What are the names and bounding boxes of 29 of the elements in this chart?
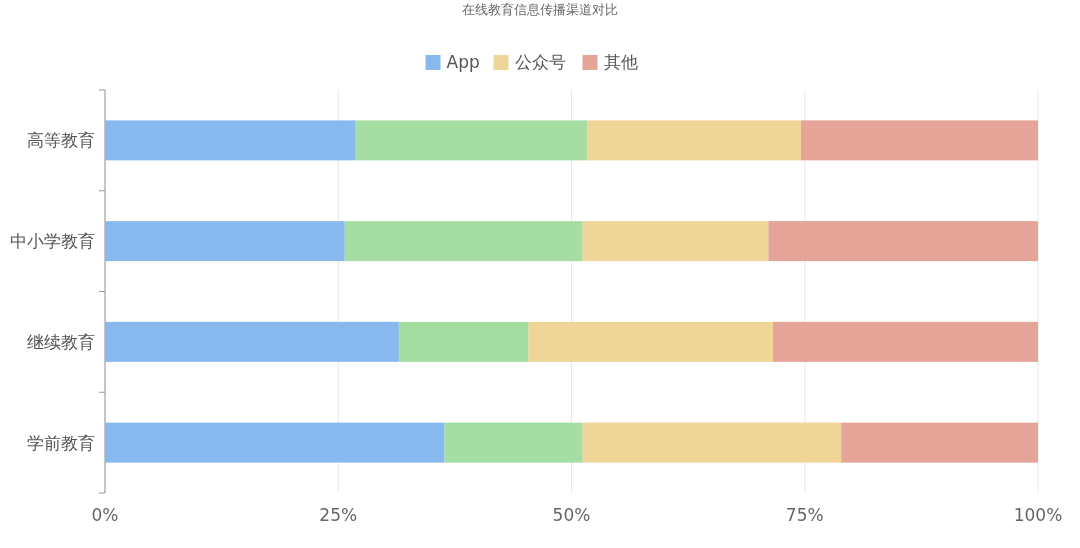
bar	[768, 221, 1038, 262]
chart-title: 在线教育信息传播渠道对比	[462, 2, 618, 17]
bar	[105, 422, 445, 463]
bar	[841, 422, 1038, 463]
bar	[444, 422, 583, 463]
x-tick-label: 100%	[1013, 505, 1063, 525]
bar	[582, 422, 842, 463]
x-tick-label: 25%	[319, 505, 358, 525]
y-tick-label: 高等教育	[27, 130, 95, 151]
bar	[528, 321, 774, 362]
legend-label: 公众号	[514, 52, 566, 72]
bar	[105, 120, 356, 161]
legend-label: App	[446, 52, 480, 72]
y-tick-label: 中小学教育	[10, 231, 95, 252]
bar	[344, 221, 583, 262]
y-tick-label: 继续教育	[27, 331, 95, 352]
bar	[582, 221, 769, 262]
bar	[801, 120, 1038, 161]
bar	[105, 221, 345, 262]
x-tick-label: 0%	[91, 505, 119, 525]
bar	[105, 321, 399, 362]
legend-label: 其他	[603, 52, 638, 72]
x-tick-label: 50%	[552, 505, 591, 525]
bar	[398, 321, 529, 362]
bar	[587, 120, 802, 161]
bar	[773, 321, 1038, 362]
y-tick-label: 学前教育	[27, 432, 95, 453]
x-tick-label: 75%	[785, 505, 824, 525]
bar	[355, 120, 588, 161]
